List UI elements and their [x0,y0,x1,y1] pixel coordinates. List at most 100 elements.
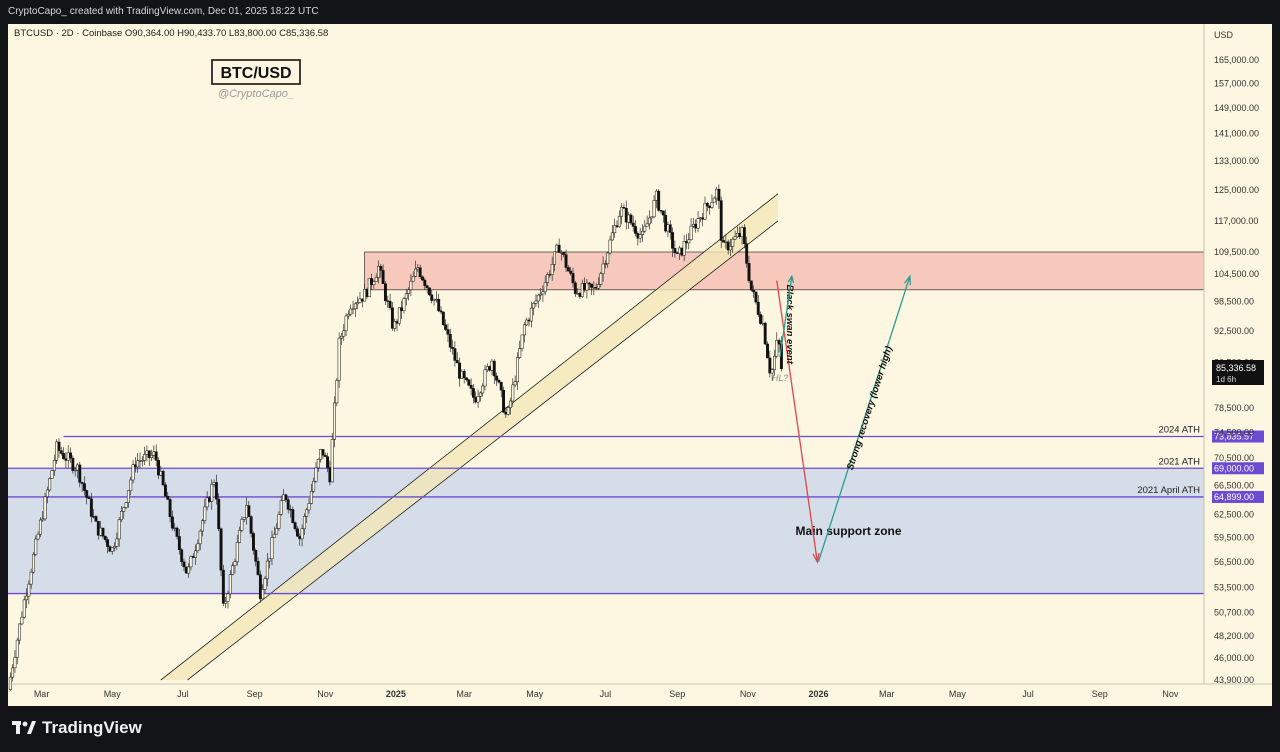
candle-body [659,210,663,212]
candle-body [245,505,248,518]
time-tick-label: Jul [600,689,612,699]
time-tick-label: May [104,689,122,699]
candle-body [687,239,691,244]
candle-body [113,546,116,549]
candle-body [11,667,15,678]
candle-body [453,348,457,361]
candle-body [238,530,242,543]
candle-body [381,270,385,284]
candle-body [117,519,121,540]
attribution-bar: CryptoCapo_ created with TradingView.com… [0,0,1280,24]
candle-body [367,278,371,298]
candle-body [742,227,746,244]
candle-body [467,379,471,386]
price-tick-label: 78,500.00 [1214,403,1254,413]
price-tick-label: 48,200.00 [1214,631,1254,641]
candle-body [469,385,473,389]
candle-body [379,266,383,271]
candle-body [55,441,59,461]
time-tick-label: Nov [317,689,334,699]
price-tick-label: 46,000.00 [1214,653,1254,663]
candle-body [87,497,91,500]
chart-svg[interactable]: Main support zone 2024 ATH 73,835.57 2021 … [8,24,1272,706]
hl-label: HL? [772,373,789,383]
candle-body [372,281,376,285]
candle-body [184,566,188,574]
candle-body [386,300,390,302]
time-tick-label: Sep [1092,689,1108,699]
price-tick-label: 117,000.00 [1214,216,1258,226]
candle-body [48,478,52,491]
candle-body [321,449,325,456]
candle-body [404,293,408,299]
candle-body [210,484,214,502]
candle-body [594,287,598,289]
candle-body [541,291,545,295]
candle-body [177,536,181,550]
candle-body [601,263,605,274]
time-tick-label: Sep [669,689,685,699]
candle-body [680,247,684,256]
candle-body [444,324,448,330]
candle-body [279,500,283,515]
candle-body [298,535,302,540]
time-tick-label: Sep [247,689,263,699]
candle-body [122,507,126,512]
candle-body [353,303,357,310]
candle-body [717,188,721,201]
candle-body [729,246,732,251]
candle-body [182,561,186,568]
level-price-text: 73,835.57 [1214,432,1254,442]
candle-body [685,241,688,244]
level-price-tag [1212,490,1264,503]
candle-body [703,203,707,220]
tradingview-logo[interactable]: TradingView [12,718,142,738]
candle-body [314,467,318,482]
candle-body [770,369,774,374]
currency-label: USD [1214,30,1234,40]
candle-body [474,397,478,403]
candle-body [18,623,22,641]
recovery-arrow-line [817,275,911,563]
author-handle: @CryptoCapo_ [218,88,294,100]
candle-body [761,322,765,325]
candle-body [525,319,529,326]
candle-body [402,298,406,311]
price-tick-label: 66,500.00 [1214,481,1254,491]
candle-body [678,247,681,254]
candle-body [175,527,179,537]
candle-body [603,263,607,265]
candle-body [555,244,559,253]
candle-body [722,240,725,243]
candle-body [307,503,311,511]
candle-body [696,218,700,229]
candle-body [553,251,556,265]
candle-body [214,482,218,500]
candle-body [691,223,695,227]
candle-body [270,537,274,559]
candle-body [506,407,510,415]
candle-body [295,528,299,537]
candle-body [92,516,96,518]
candle-body [22,599,26,618]
candle-body [8,676,12,690]
candle-body [36,533,40,540]
last-price-value: 85,336.58 [1216,363,1256,373]
candle-body [726,241,730,251]
candle-body [34,538,38,555]
candle-body [620,207,624,217]
candle-body [326,456,330,468]
candle-body [573,282,577,294]
candle-body [323,454,327,457]
candle-body [38,519,42,535]
candle-body [756,301,760,315]
candle-body [41,518,45,521]
candle-body [289,509,292,511]
candle-body [219,528,223,571]
black-swan-label: Black swan event [784,285,795,365]
candle-body [335,380,339,404]
chart-title: BTC/USD [220,65,291,82]
candle-body [82,483,86,491]
candle-body [407,289,411,294]
candle-body [643,226,647,232]
